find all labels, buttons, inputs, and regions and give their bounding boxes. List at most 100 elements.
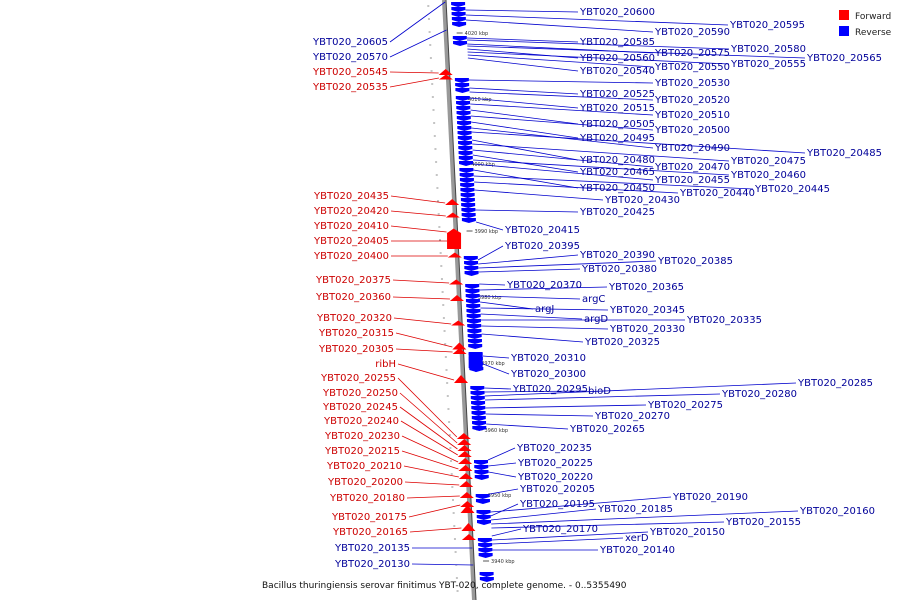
reverse-gene-label: YBT020_20585 [579,37,655,48]
reverse-leader-line [489,488,519,495]
tick-label: 4020 kbp [465,31,489,37]
reverse-gene [452,22,467,27]
reverse-leader-line [477,245,504,261]
reverse-gene [451,12,466,17]
reverse-leader-line [486,423,569,430]
reverse-gene-label: YBT020_20570 [312,52,388,63]
reverse-gene-label: YBT020_20580 [730,44,806,55]
legend-forward-label: Forward [855,12,891,22]
reverse-gene [456,101,471,106]
forward-gene [459,492,474,498]
reverse-gene-label: YBT020_20330 [609,324,685,335]
reverse-gene-label: YBT020_20510 [654,110,730,121]
forward-gene [458,458,473,464]
reverse-leader-line [471,139,579,161]
reverse-gene-label: YBT020_20495 [579,133,655,144]
forward-gene-label: YBT020_20230 [324,431,400,442]
reverse-gene-label: YBT020_20590 [654,27,730,38]
reverse-leader-line [472,154,579,173]
reverse-gene-label: YBT020_20220 [517,472,593,483]
reverse-gene-label: argC [582,294,605,305]
forward-leader-line [403,465,459,478]
forward-leader-line [393,317,452,325]
reverse-gene [468,344,483,349]
reverse-gene-label: YBT020_20470 [654,162,730,173]
reverse-gene [461,203,476,208]
reverse-gene-label: YBT020_20430 [604,195,680,206]
reverse-gene [465,294,480,299]
reverse-gene [458,156,473,161]
reverse-gene-label: YBT020_20605 [312,37,388,48]
reverse-gene-label: YBT020_20445 [754,184,830,195]
forward-gene-label: YBT020_20250 [322,388,398,399]
reverse-leader-line [482,355,510,359]
tick-label: 3940 kbp [491,559,515,565]
reverse-leader-line [490,508,597,521]
reverse-gene [477,520,491,525]
reverse-leader-line [472,149,654,168]
reverse-gene-label: YBT020_20170 [522,524,598,535]
forward-gene [438,74,453,80]
reverse-gene [452,36,467,41]
reverse-gene-label: YBT020_20345 [609,305,685,316]
forward-gene [456,433,471,439]
forward-leader-line [406,495,460,499]
reverse-gene-label: YBT020_20205 [519,484,595,495]
reverse-leader-line [488,471,517,478]
forward-gene [454,375,468,383]
reverse-leader-line [475,221,504,231]
reverse-gene [466,319,481,324]
reverse-gene-label: argJ [535,304,554,315]
reverse-leader-line [470,109,579,125]
reverse-gene [468,353,483,372]
reverse-leader-line [484,393,721,401]
reverse-leader-line [469,91,654,101]
reverse-leader-line [480,313,583,320]
reverse-gene [460,198,475,203]
reverse-leader-line [467,57,579,72]
reverse-gene [457,121,472,126]
forward-gene [447,233,462,249]
reverse-leader-line [480,301,534,310]
reverse-gene-label: YBT020_20460 [730,170,806,181]
reverse-leader-line [478,260,657,269]
forward-gene-label: YBT020_20215 [324,446,400,457]
forward-gene-label: YBT020_20320 [316,313,392,324]
forward-gene [452,348,467,354]
reverse-gene-label: YBT020_20160 [799,506,875,517]
reverse-leader-line [474,181,679,194]
reverse-gene [466,309,481,314]
reverse-gene-label: YBT020_20465 [579,167,655,178]
reverse-gene-label: YBT020_20150 [649,527,725,538]
reverse-gene-label: YBT020_20600 [579,7,655,18]
forward-leader-line [390,210,446,217]
reverse-gene [472,421,487,426]
forward-gene [449,295,464,301]
reverse-leader-line [467,51,730,65]
reverse-gene [455,83,470,88]
reverse-leader-line [466,37,579,43]
reverse-gene-label: YBT020_20450 [579,183,655,194]
forward-leader-line [390,225,447,233]
reverse-gene-label: YBT020_20225 [517,458,593,469]
forward-gene-arrow [447,229,462,233]
reverse-leader-line [484,390,587,393]
forward-leader-line [392,296,450,300]
forward-gene-label: YBT020_20545 [312,67,388,78]
forward-gene [459,481,474,487]
forward-gene [449,279,464,285]
reverse-gene [461,208,476,213]
reverse-gene-label: YBT020_20310 [510,353,586,364]
reverse-gene [454,78,469,83]
legend-reverse-swatch [839,26,849,36]
forward-gene-label: ribH [375,359,396,370]
reverse-gene [460,193,475,198]
forward-gene-label: YBT020_20240 [323,416,399,427]
reverse-leader-line [481,325,609,330]
reverse-leader-line [491,528,522,537]
reverse-gene-label: YBT020_20295 [512,384,588,395]
reverse-gene [460,183,475,188]
forward-gene-label: YBT020_20245 [322,402,398,413]
reverse-leader-line [487,447,516,461]
reverse-gene [471,411,486,416]
